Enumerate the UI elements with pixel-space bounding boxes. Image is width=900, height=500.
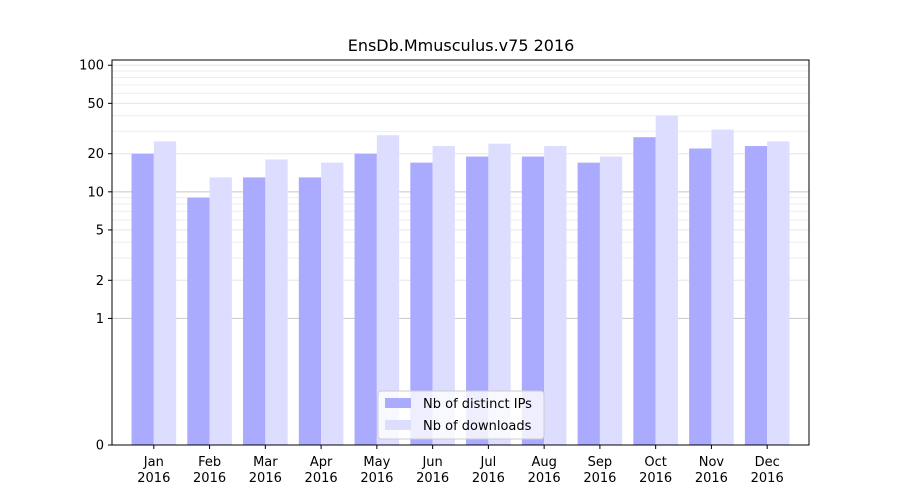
x-tick-label-month: Jul (480, 455, 497, 470)
x-tick-label-year: 2016 (193, 471, 226, 486)
x-tick-label-year: 2016 (305, 471, 338, 486)
bar-distinct-ips (131, 153, 154, 446)
bar-distinct-ips (243, 177, 266, 446)
y-tick-label: 20 (87, 147, 104, 162)
x-tick-label-year: 2016 (416, 471, 449, 486)
x-tick-label-month: Nov (699, 455, 725, 470)
x-tick-label-year: 2016 (249, 471, 282, 486)
x-tick-label-month: Mar (253, 455, 278, 470)
plot-frame (111, 59, 810, 446)
x-tick-label-month: Apr (310, 455, 333, 470)
x-tick-label-year: 2016 (583, 471, 616, 486)
bar-distinct-ips (466, 156, 489, 446)
bar-downloads (655, 115, 678, 445)
legend-label-downloads: Nb of downloads (423, 419, 532, 434)
x-tick-label-month: Jun (421, 455, 442, 470)
bar-distinct-ips (298, 177, 322, 446)
y-tick-label: 100 (79, 59, 104, 74)
bar-distinct-ips (521, 156, 545, 446)
bar-layer (131, 115, 790, 446)
bar-downloads (153, 141, 177, 445)
y-tick-label: 2 (96, 274, 104, 289)
y-tick-label: 1 (96, 312, 104, 327)
bar-downloads (321, 162, 344, 445)
bar-distinct-ips (410, 162, 433, 445)
x-tick-label-year: 2016 (639, 471, 672, 486)
bar-downloads (711, 129, 734, 445)
x-tick-label-year: 2016 (360, 471, 393, 486)
legend: Nb of distinct IPs Nb of downloads (377, 390, 545, 440)
x-tick-label-month: Feb (198, 455, 221, 470)
y-tick-label: 50 (87, 97, 104, 112)
x-tick-label-month: Aug (531, 455, 556, 470)
y-tick-label: 10 (87, 185, 104, 200)
x-tick-label-month: Jan (143, 455, 164, 470)
x-tick-label-year: 2016 (695, 471, 728, 486)
x-tick-label-year: 2016 (528, 471, 561, 486)
bar-distinct-ips (577, 162, 600, 445)
x-tick-label-year: 2016 (751, 471, 784, 486)
x-tick-label-year: 2016 (472, 471, 505, 486)
bar-downloads (432, 146, 455, 445)
x-tick-label-year: 2016 (137, 471, 170, 486)
bar-downloads (209, 177, 232, 446)
y-tick-label: 5 (96, 223, 104, 238)
y-tick-label: 0 (96, 439, 104, 454)
x-tick-label-month: Dec (755, 455, 780, 470)
bar-downloads (488, 143, 511, 445)
tick-layer: 0125102050100Jan2016Feb2016Mar2016Apr201… (79, 59, 784, 486)
bar-distinct-ips (744, 146, 768, 445)
x-tick-label-month: May (363, 455, 390, 470)
bar-downloads (544, 146, 567, 445)
bar-downloads (767, 141, 790, 445)
chart-title: EnsDb.Mmusculus.v75 2016 (348, 36, 575, 55)
bar-downloads (265, 159, 288, 445)
bar-downloads (376, 135, 400, 445)
bar-distinct-ips (633, 137, 656, 446)
x-tick-label-month: Oct (644, 455, 666, 470)
legend-swatch-downloads (385, 420, 411, 430)
legend-label-ips: Nb of distinct IPs (423, 397, 532, 412)
bar-distinct-ips (689, 148, 712, 445)
bar-downloads (599, 156, 623, 446)
x-tick-label-month: Sep (588, 455, 613, 470)
bar-distinct-ips (187, 197, 210, 445)
bar-distinct-ips (354, 153, 377, 446)
legend-swatch-ips (385, 398, 411, 408)
legend-box (377, 390, 545, 440)
